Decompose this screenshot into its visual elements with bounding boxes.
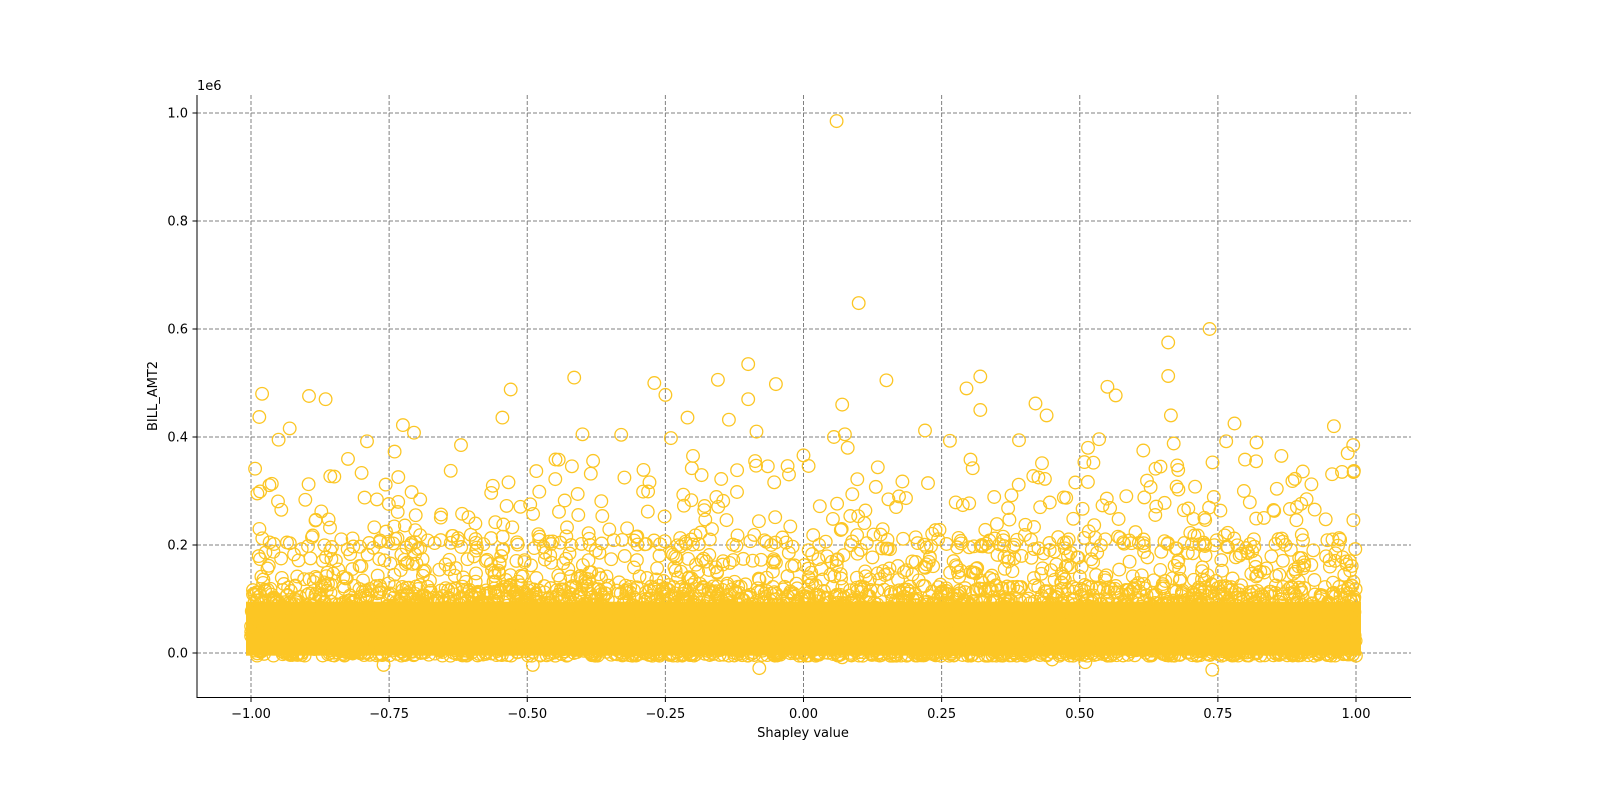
x-tick-label: −0.75 (369, 707, 409, 722)
x-tick-label: 0.75 (1203, 707, 1232, 722)
data-points (244, 114, 1363, 677)
x-tick-label: −0.25 (645, 707, 685, 722)
x-axis-label: Shapley value (757, 726, 849, 741)
y-offset-label: 1e6 (197, 79, 222, 94)
x-axis-ticks: −1.00 −0.75 −0.50 −0.25 0.00 0.25 0.50 0.75 1.00 (231, 697, 1371, 722)
y-tick-label: 1.0 (167, 107, 188, 122)
y-tick-label: 0.2 (167, 539, 188, 554)
y-tick-label: 0.6 (167, 323, 188, 338)
y-tick-label: 0.4 (167, 431, 188, 446)
y-tick-label: 0.0 (167, 647, 188, 662)
x-tick-label: 0.00 (789, 707, 818, 722)
x-tick-label: 0.50 (1065, 707, 1094, 722)
x-tick-label: −0.50 (507, 707, 547, 722)
y-axis-ticks: 0.0 0.2 0.4 0.6 0.8 1.0 (167, 107, 197, 662)
x-tick-label: 0.25 (927, 707, 956, 722)
y-axis-label: BILL_AMT2 (146, 361, 161, 431)
scatter-markers (244, 114, 1363, 677)
y-tick-label: 0.8 (167, 215, 188, 230)
x-tick-label: −1.00 (231, 707, 271, 722)
x-tick-label: 1.00 (1342, 707, 1371, 722)
